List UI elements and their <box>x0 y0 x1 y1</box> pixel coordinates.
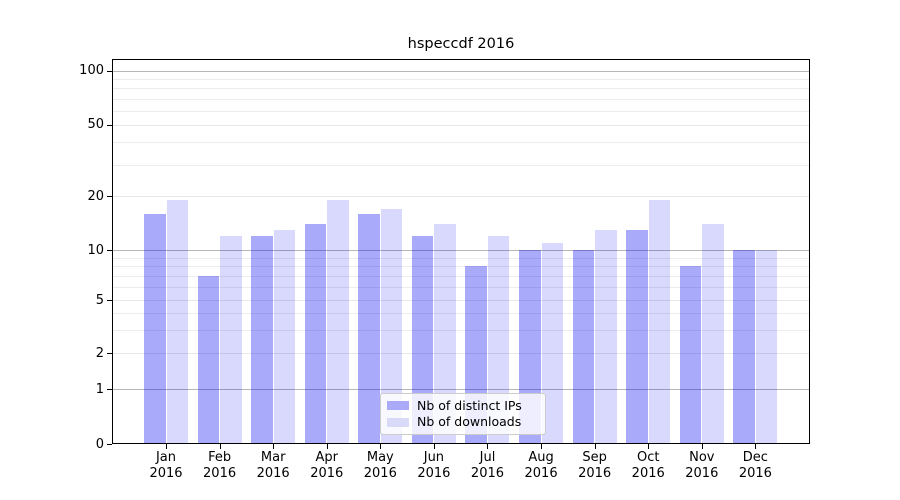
x-tick-label-jan: Jan 2016 <box>149 450 183 481</box>
x-tick-mark <box>755 444 757 449</box>
bar-downloads-dec <box>755 250 778 444</box>
x-tick-mark <box>326 444 328 449</box>
bar-distinct-ips-feb <box>197 275 220 444</box>
bar-downloads-jun <box>434 224 456 444</box>
x-tick-label-jun: Jun 2016 <box>417 450 451 481</box>
x-tick-mark <box>219 444 221 449</box>
bar-distinct-ips-may <box>358 213 380 444</box>
y-tick-label: 50 <box>87 117 104 133</box>
chart-title: hspeccdf 2016 <box>407 36 515 52</box>
y-tick-mark <box>107 353 112 354</box>
bar-distinct-ips-dec <box>733 250 755 444</box>
minor-gridline <box>113 312 809 314</box>
minor-gridline <box>113 353 809 354</box>
y-tick-label: 100 <box>79 63 104 79</box>
bar-downloads-oct <box>648 200 671 444</box>
bar-downloads-aug <box>541 242 564 444</box>
minor-gridline <box>113 196 809 198</box>
bar-downloads-feb <box>220 236 242 444</box>
y-tick-label: 1 <box>95 381 104 397</box>
x-tick-mark <box>433 444 435 449</box>
x-tick-label-feb: Feb 2016 <box>203 450 237 481</box>
y-tick-mark <box>107 300 112 301</box>
minor-gridline <box>113 164 809 166</box>
bar-downloads-jan <box>166 200 188 444</box>
legend-swatch-downloads <box>387 417 409 427</box>
x-tick-label-may: May 2016 <box>363 450 397 481</box>
x-tick-label-aug: Aug 2016 <box>524 450 558 481</box>
minor-gridline <box>113 257 809 259</box>
x-tick-mark <box>541 444 543 449</box>
bar-downloads-jul <box>487 236 510 444</box>
minor-gridline <box>113 124 809 126</box>
minor-gridline <box>113 110 809 112</box>
y-tick-label: 10 <box>87 242 104 258</box>
legend-swatch-distinct-ips <box>387 401 409 411</box>
legend-item-distinct-ips: Nb of distinct IPs <box>387 397 539 413</box>
x-tick-mark <box>487 444 489 449</box>
y-tick-label: 0 <box>95 436 104 452</box>
minor-gridline <box>113 98 809 100</box>
minor-gridline <box>113 142 809 144</box>
y-tick-mark <box>107 250 112 252</box>
bar-distinct-ips-sep <box>572 250 595 444</box>
minor-gridline <box>113 78 809 80</box>
major-gridline <box>113 250 809 252</box>
minor-gridline <box>113 266 809 268</box>
y-tick-label: 20 <box>87 188 104 204</box>
legend-label-distinct-ips: Nb of distinct IPs <box>417 397 522 413</box>
bar-distinct-ips-jan <box>144 213 166 444</box>
bar-distinct-ips-mar <box>251 236 273 444</box>
x-tick-mark <box>594 444 596 449</box>
y-tick-label: 2 <box>95 345 104 361</box>
legend-label-downloads: Nb of downloads <box>417 414 522 430</box>
bar-distinct-ips-jun <box>411 236 434 444</box>
x-tick-label-oct: Oct 2016 <box>631 450 665 481</box>
legend: Nb of distinct IPs Nb of downloads <box>380 393 546 435</box>
x-tick-label-jul: Jul 2016 <box>470 450 505 481</box>
y-tick-mark <box>107 196 112 198</box>
x-tick-mark <box>648 444 650 449</box>
minor-gridline <box>113 88 809 90</box>
y-tick-mark <box>107 389 112 390</box>
y-tick-mark <box>107 70 112 72</box>
bar-distinct-ips-apr <box>304 224 327 444</box>
x-tick-label-apr: Apr 2016 <box>310 450 344 481</box>
x-tick-label-nov: Nov 2016 <box>685 450 719 481</box>
bar-downloads-apr <box>327 200 349 444</box>
x-tick-mark <box>273 444 275 449</box>
minor-gridline <box>113 329 809 331</box>
bar-downloads-nov <box>702 224 724 444</box>
y-tick-label: 5 <box>95 292 104 308</box>
y-tick-mark <box>107 124 112 126</box>
bar-downloads-sep <box>595 229 617 444</box>
x-tick-label-mar: Mar 2016 <box>256 450 290 481</box>
x-tick-mark <box>701 444 703 449</box>
bar-distinct-ips-oct <box>626 229 648 444</box>
bar-distinct-ips-nov <box>679 266 702 444</box>
bar-downloads-mar <box>273 229 296 444</box>
x-tick-mark <box>166 444 167 449</box>
y-tick-mark <box>107 444 112 445</box>
x-tick-mark <box>380 444 382 449</box>
legend-item-downloads: Nb of downloads <box>387 415 539 429</box>
major-gridline <box>113 389 809 390</box>
minor-gridline <box>113 286 809 288</box>
x-tick-label-sep: Sep 2016 <box>578 450 612 481</box>
major-gridline <box>113 70 809 72</box>
minor-gridline <box>113 300 809 301</box>
bar-downloads-may <box>380 208 403 444</box>
x-tick-label-dec: Dec 2016 <box>738 450 772 481</box>
minor-gridline <box>113 275 809 277</box>
